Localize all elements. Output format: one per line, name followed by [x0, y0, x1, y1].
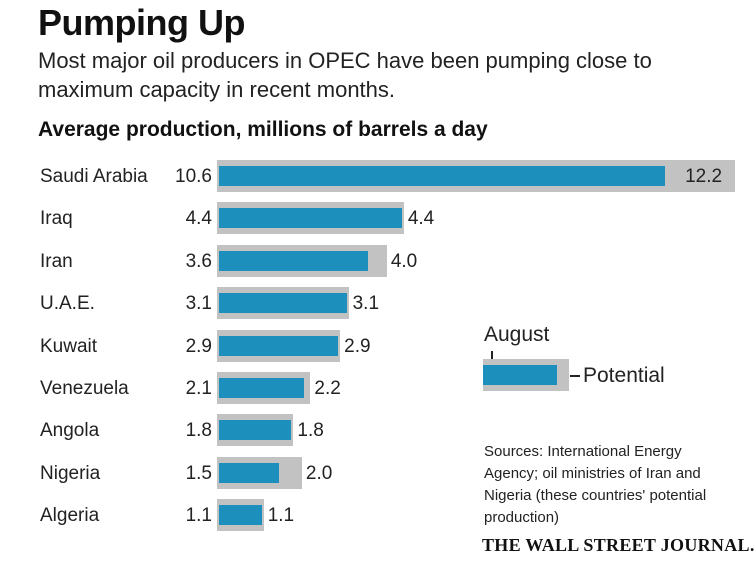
legend-potential-label: Potential: [583, 364, 665, 387]
category-label: Iran: [40, 250, 73, 272]
potential-value-label: 2.9: [344, 335, 371, 357]
chart-subtitle: Most major oil producers in OPEC have be…: [38, 48, 652, 102]
august-bar: [219, 378, 305, 398]
august-value-label: 3.1: [185, 293, 212, 315]
category-label: Algeria: [40, 505, 100, 527]
publisher-logo: THE WALL STREET JOURNAL.: [482, 535, 754, 555]
bar-row: Iran 3.6 4.0: [0, 244, 754, 281]
bar-row: U.A.E. 3.1 3.1: [0, 287, 754, 323]
bar-row: Venezuela 2.1 2.2: [0, 372, 754, 408]
category-label: U.A.E.: [40, 293, 95, 315]
bar-row: Kuwait 2.9 2.9: [0, 329, 754, 366]
legend-potential-pointer: [570, 375, 580, 377]
august-bar: [219, 208, 402, 229]
category-label: Iraq: [40, 208, 73, 230]
potential-value-label: 1.1: [267, 505, 295, 527]
august-bar: [219, 166, 666, 186]
sources-note: Sources: International Energy Agency; oi…: [484, 443, 707, 526]
august-value-label: 1.5: [185, 462, 212, 484]
august-value-label: 1.1: [185, 505, 212, 527]
august-value-label: 10.6: [175, 166, 212, 187]
potential-value-label: 1.8: [297, 420, 324, 442]
chart-heading: Average production, millions of barrels …: [38, 118, 488, 141]
potential-value-label: 4.0: [390, 250, 418, 272]
category-label: Nigeria: [40, 462, 101, 484]
august-value-label: 2.9: [185, 335, 212, 357]
bar-row: Iraq 4.4 4.4: [0, 202, 754, 238]
potential-value-label: 4.4: [407, 208, 435, 230]
bar-row: Angola 1.8 1.8: [0, 414, 754, 450]
potential-value-label: 2.0: [305, 462, 333, 484]
august-bar: [219, 293, 347, 314]
august-value-label: 1.8: [185, 420, 212, 442]
chart-title: Pumping Up: [38, 2, 245, 43]
august-value-label: 2.1: [185, 378, 212, 399]
bar-row: Nigeria 1.5 2.0: [0, 456, 754, 493]
august-value-label: 4.4: [185, 208, 212, 230]
category-label: Kuwait: [40, 335, 98, 357]
category-label: Venezuela: [40, 378, 129, 399]
potential-value-label: 2.2: [314, 378, 341, 399]
legend-august-label: August: [484, 323, 550, 346]
bar-row: Algeria 1.1 1.1: [0, 499, 754, 535]
category-label: Angola: [40, 420, 100, 442]
bar-row: Saudi Arabia 10.6 12.2: [0, 160, 754, 196]
potential-value-label: 3.1: [352, 293, 380, 315]
legend-august-swatch: [483, 365, 557, 385]
august-bar: [219, 420, 292, 441]
august-bar: [219, 462, 279, 483]
category-label: Saudi Arabia: [40, 166, 148, 187]
august-bar: [219, 335, 339, 356]
august-bar: [219, 505, 262, 526]
potential-value-label: 12.2: [685, 166, 723, 187]
august-bar: [219, 250, 368, 271]
august-value-label: 3.6: [185, 250, 212, 272]
